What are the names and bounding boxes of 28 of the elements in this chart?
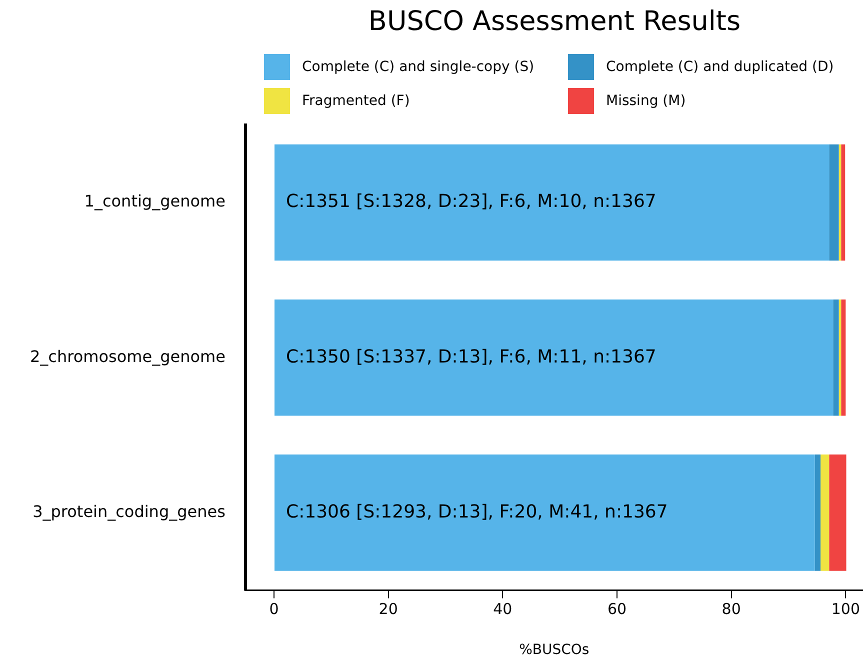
x-tick-label: 80: [722, 600, 741, 618]
bar: [829, 454, 846, 571]
legend-label: Missing (M): [606, 93, 686, 109]
bar: [841, 144, 846, 261]
chart-title: BUSCO Assessment Results: [367, 6, 742, 37]
x-tick-label: 60: [607, 600, 627, 618]
annotation: C:1350 [S:1337, D:13], F:6, M:11, n:1367: [286, 346, 656, 368]
y-tick-label: 1_contig_genome: [84, 192, 226, 211]
y-tick-label: 2_chromosome_genome: [30, 346, 226, 366]
bar: [829, 144, 839, 261]
x-tick-label: 40: [493, 600, 512, 618]
x-tick-label: 20: [378, 600, 398, 618]
legend-label: Fragmented (F): [302, 93, 410, 109]
legend-label: Complete (C) and single-copy (S): [302, 59, 534, 75]
x-axis-title: %BUSCOs: [519, 642, 590, 658]
y-tick-label: 3_protein_coding_genes: [32, 502, 226, 521]
bar: [274, 144, 830, 261]
bar: [274, 299, 834, 416]
bar: [833, 299, 839, 416]
x-tick-label: 100: [831, 600, 860, 618]
bar: [841, 299, 846, 416]
x-tick-label: 0: [269, 600, 279, 618]
annotation: C:1306 [S:1293, D:13], F:20, M:41, n:1367: [286, 501, 668, 522]
bar: [820, 454, 830, 571]
annotation: C:1351 [S:1328, D:23], F:6, M:10, n:1367: [286, 191, 656, 212]
legend-label: Complete (C) and duplicated (D): [606, 59, 834, 75]
bar: [814, 454, 821, 571]
bar: [274, 454, 815, 571]
